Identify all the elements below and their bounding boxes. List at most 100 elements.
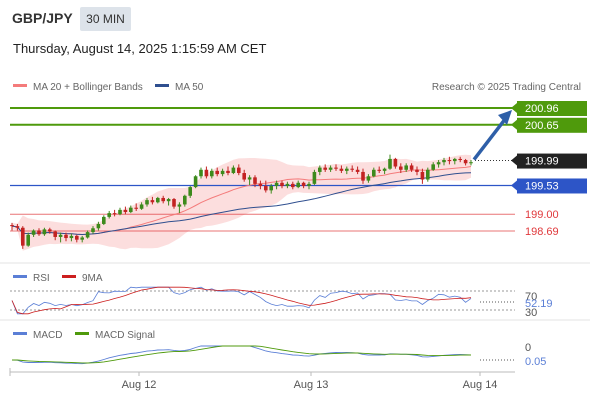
candle-body	[469, 162, 473, 164]
candle-body	[431, 164, 435, 170]
candle-body	[415, 169, 419, 172]
candle-body	[64, 234, 68, 239]
candle-body	[161, 197, 165, 202]
legend-swatch-rsi-ma	[62, 275, 76, 278]
candle-body	[188, 187, 192, 196]
candle-body	[80, 237, 84, 240]
candle-body	[193, 176, 198, 188]
candle-body	[458, 158, 462, 161]
candle-body	[123, 209, 128, 213]
candle-body	[112, 213, 117, 215]
level-pointer-200.96	[511, 103, 517, 113]
timeframe-button[interactable]: 30 MIN	[80, 7, 131, 31]
candle-body	[204, 169, 209, 177]
candles	[10, 154, 473, 249]
candle-body	[334, 167, 338, 169]
candle-body	[393, 158, 398, 167]
candle-body	[280, 182, 284, 187]
candle-body	[307, 183, 311, 187]
macd-line	[11, 345, 472, 365]
symbol-title: GBP/JPY	[12, 10, 73, 26]
level-label-199.53: 199.53	[525, 180, 559, 192]
rsi-line	[11, 286, 472, 315]
candle-body	[436, 162, 441, 165]
candle-body	[366, 176, 371, 181]
legend-label-macd: MACD	[33, 330, 62, 341]
forecast-arrow-shaft	[472, 116, 508, 161]
candle-body	[388, 158, 392, 169]
legend-label-rsi: RSI	[33, 273, 50, 284]
candle-body	[264, 186, 268, 191]
candle-body	[377, 169, 381, 171]
level-label-200.65: 200.65	[525, 120, 559, 132]
legend-swatch-rsi	[13, 275, 27, 278]
main-legend: MA 20 + Bollinger Bands MA 50 Research ©…	[13, 82, 581, 93]
candle-body	[426, 169, 430, 180]
rsi-tick-30: 30	[525, 307, 537, 319]
legend-label-rsi-ma: 9MA	[82, 273, 103, 284]
candle-body	[296, 182, 300, 188]
forecast-arrow	[472, 110, 515, 162]
candle-body	[339, 168, 344, 171]
legend-swatch-macd-signal	[75, 332, 89, 335]
candle-body	[447, 160, 452, 162]
macd-value-label: 0.05	[525, 356, 546, 368]
macd-legend: MACD MACD Signal	[13, 330, 155, 341]
rsi-lines	[11, 286, 472, 315]
candle-body	[91, 228, 95, 233]
candle-body	[166, 199, 171, 202]
candle-body	[312, 171, 317, 184]
candle-body	[42, 229, 47, 235]
candle-body	[350, 168, 354, 170]
level-box-199.53	[517, 178, 587, 194]
candle-body	[53, 231, 57, 237]
candle-body	[463, 160, 468, 164]
candle-body	[75, 235, 79, 240]
level-label-198.69: 198.69	[525, 226, 559, 238]
candle-body	[253, 177, 257, 184]
candle-body	[26, 234, 30, 246]
candle-body	[382, 168, 387, 171]
level-label-199.00: 199.00	[525, 209, 559, 221]
candle-body	[15, 226, 20, 228]
candle-body	[215, 170, 219, 175]
datetime-label: Thursday, August 14, 2025 1:15:59 AM CET	[13, 41, 267, 56]
candle-body	[453, 158, 457, 162]
candle-body	[323, 167, 327, 170]
candle-body	[318, 167, 322, 172]
level-pointer-199.53	[511, 180, 517, 191]
candle-body	[183, 195, 187, 205]
rsi-value-label: 52.19	[525, 298, 553, 310]
candle-body	[134, 207, 138, 209]
level-box-200.65	[517, 117, 587, 133]
legend-swatch-ma20	[13, 84, 27, 87]
forecast-arrow-head	[498, 110, 512, 125]
candle-body	[156, 197, 160, 203]
candle-body	[48, 229, 52, 232]
candle-body	[372, 169, 376, 177]
candle-body	[210, 170, 214, 177]
candle-body	[291, 183, 295, 188]
macd-tick-zero: 0	[525, 342, 531, 354]
macd-lines	[11, 345, 472, 365]
candle-body	[177, 204, 182, 207]
level-box-200.96	[517, 101, 587, 116]
legend-swatch-ma50	[155, 84, 169, 87]
candle-body	[199, 169, 203, 177]
candle-body	[139, 204, 144, 209]
candle-body	[442, 160, 446, 163]
legend-label-ma50: MA 50	[175, 82, 204, 93]
candle-body	[399, 166, 403, 170]
candle-body	[328, 167, 333, 170]
rsi-legend: RSI 9MA	[13, 273, 103, 284]
candle-body	[274, 182, 279, 187]
candle-body	[37, 230, 41, 235]
legend-label-ma20: MA 20 + Bollinger Bands	[33, 82, 143, 93]
credit-label: Research © 2025 Trading Central	[432, 82, 581, 93]
candle-body	[21, 227, 25, 246]
current-price-label: 199.99	[525, 156, 559, 168]
candle-body	[220, 170, 225, 175]
candle-body	[85, 232, 90, 238]
legend-swatch-macd	[13, 332, 27, 335]
